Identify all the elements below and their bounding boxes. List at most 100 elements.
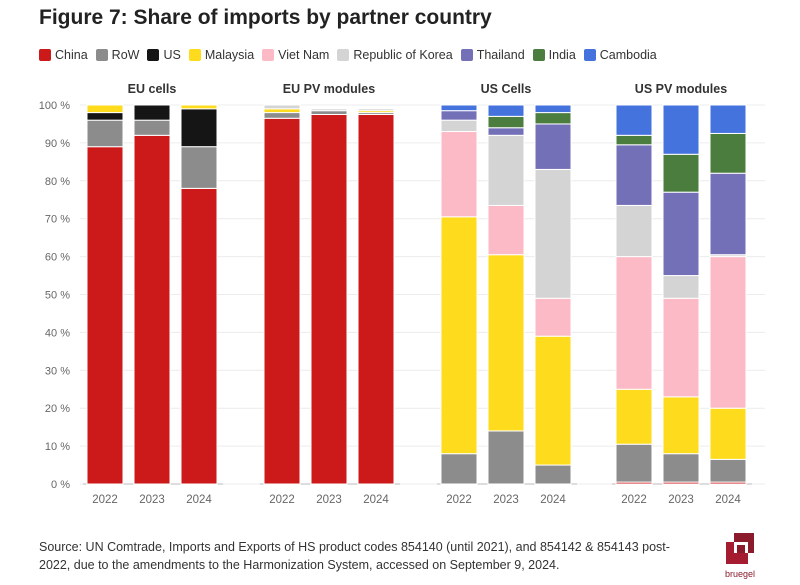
bar-segment-china	[86, 146, 124, 485]
stacked-bar-chart: 0 % 10 % 20 % 30 % 40 % 50 % 60 % 70 % 80 % 90 % 1…	[39, 82, 765, 506]
bar-segment-thailand	[440, 110, 478, 121]
x-tick-label: 2023	[316, 494, 342, 506]
bar-segment-row	[263, 112, 301, 119]
x-tick-label: 2024	[186, 494, 212, 506]
chart-title: Figure 7: Share of imports by partner co…	[39, 6, 492, 29]
legend-item-row: RoW	[95, 48, 139, 62]
legend-item-india: India	[532, 48, 576, 62]
y-tick-label: 90 %	[45, 138, 70, 150]
bar-segment-cambodia	[440, 104, 478, 112]
panel-title: US PV modules	[635, 82, 727, 96]
x-tick-label: 2024	[363, 494, 389, 506]
bar-segment-us	[133, 104, 171, 121]
legend-item-malaysia: Malaysia	[188, 48, 255, 62]
bar-segment-republic-of-korea	[662, 275, 700, 299]
x-tick-label: 2023	[139, 494, 165, 506]
bar-segment-republic-of-korea	[615, 204, 653, 258]
legend-swatch	[147, 49, 160, 61]
bar-segment-thailand	[615, 144, 653, 206]
legend-label: Malaysia	[204, 48, 255, 62]
bar-segment-row	[534, 464, 572, 485]
bar-segment-row	[133, 119, 171, 136]
x-tick-label: 2024	[715, 494, 741, 506]
bar-segment-us	[180, 108, 218, 148]
bar-segment-thailand	[709, 172, 747, 256]
x-tick-label: 2022	[621, 494, 647, 506]
legend-item-cambodia: Cambodia	[583, 48, 657, 62]
bar-segment-china	[180, 187, 218, 485]
legend-item-china: China	[39, 48, 88, 62]
bar-segment-viet-nam	[487, 204, 525, 256]
panel-title: EU cells	[128, 82, 177, 96]
legend: China RoW US Malaysia Viet Nam Republic of Ko…	[39, 46, 665, 64]
legend-swatch	[583, 49, 596, 61]
bar-segment-viet-nam	[534, 297, 572, 337]
y-tick-label: 80 %	[45, 176, 70, 188]
bar-segment-malaysia	[440, 216, 478, 455]
bar-segment-india	[534, 112, 572, 125]
bar-segment-row	[709, 458, 747, 483]
bar-segment-row	[615, 443, 653, 483]
legend-label: China	[55, 48, 88, 62]
bar-segment-cambodia	[662, 104, 700, 155]
bar-segment-india	[487, 115, 525, 129]
bar-segment-row	[310, 110, 348, 115]
legend-swatch	[262, 49, 275, 61]
legend-swatch	[337, 49, 350, 61]
bar-segment-republic-of-korea	[440, 119, 478, 133]
panel-title: EU PV modules	[283, 82, 375, 96]
legend-label: Thailand	[476, 48, 525, 62]
bar-segment-malaysia	[487, 254, 525, 432]
bar-segment-china	[263, 117, 301, 485]
bar-segment-republic-of-korea	[534, 168, 572, 299]
y-tick-label: 100 %	[39, 100, 70, 112]
legend-label: Cambodia	[599, 48, 657, 62]
y-tick-label: 40 %	[45, 327, 70, 339]
bar-segment-malaysia	[180, 104, 218, 110]
y-tick-label: 0 %	[51, 479, 70, 491]
bar-segment-cambodia	[534, 104, 572, 114]
x-tick-label: 2022	[446, 494, 472, 506]
legend-swatch	[532, 49, 545, 61]
legend-label: India	[548, 48, 576, 62]
bar-segment-viet-nam	[709, 256, 747, 409]
bar-segment-malaysia	[615, 388, 653, 445]
x-tick-label: 2024	[540, 494, 566, 506]
legend-swatch	[39, 49, 51, 61]
bar-segment-thailand	[487, 127, 525, 136]
bar-segment-us	[86, 112, 124, 121]
bar-segment-malaysia	[662, 396, 700, 455]
bar-segment-malaysia	[534, 335, 572, 466]
legend-swatch	[188, 49, 201, 61]
bar-segment-india	[709, 132, 747, 174]
y-tick-label: 10 %	[45, 441, 70, 453]
bar-segment-republic-of-korea	[487, 134, 525, 206]
y-tick-label: 50 %	[45, 290, 70, 302]
bruegel-logo	[726, 533, 754, 564]
y-tick-label: 70 %	[45, 214, 70, 226]
bar-segment-viet-nam	[615, 256, 653, 390]
x-tick-label: 2022	[92, 494, 118, 506]
x-tick-label: 2023	[668, 494, 694, 506]
bar-segment-china	[357, 113, 395, 485]
logo-text: bruegel	[724, 569, 756, 579]
bar-segment-cambodia	[487, 104, 525, 117]
source-note: Source: UN Comtrade, Imports and Exports…	[39, 540, 670, 572]
y-tick-label: 30 %	[45, 365, 70, 377]
legend-label: US	[163, 48, 181, 62]
legend-label: Viet Nam	[278, 48, 330, 62]
x-tick-label: 2023	[493, 494, 519, 506]
bar-segment-india	[662, 153, 700, 193]
y-tick-label: 20 %	[45, 403, 70, 415]
legend-label: Republic of Korea	[353, 48, 453, 62]
bar-segment-china	[133, 134, 171, 485]
legend-item-republic-of-korea: Republic of Korea	[337, 48, 453, 62]
bar-segment-row	[440, 453, 478, 485]
bar-segment-thailand	[662, 191, 700, 277]
legend-item-viet-nam: Viet Nam	[262, 48, 329, 62]
y-tick-label: 60 %	[45, 252, 70, 264]
x-tick-label: 2022	[269, 494, 295, 506]
bar-segment-malaysia	[86, 104, 124, 114]
bar-segment-row	[487, 430, 525, 485]
bar-segment-republic-of-korea	[263, 104, 301, 110]
